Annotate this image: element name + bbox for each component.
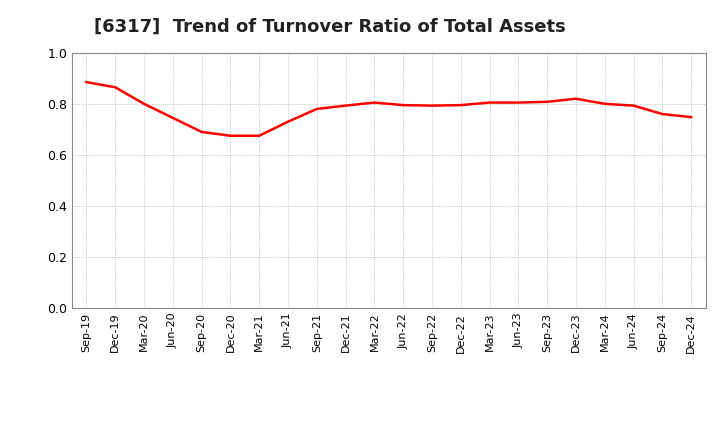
Text: [6317]  Trend of Turnover Ratio of Total Assets: [6317] Trend of Turnover Ratio of Total …	[94, 18, 565, 36]
